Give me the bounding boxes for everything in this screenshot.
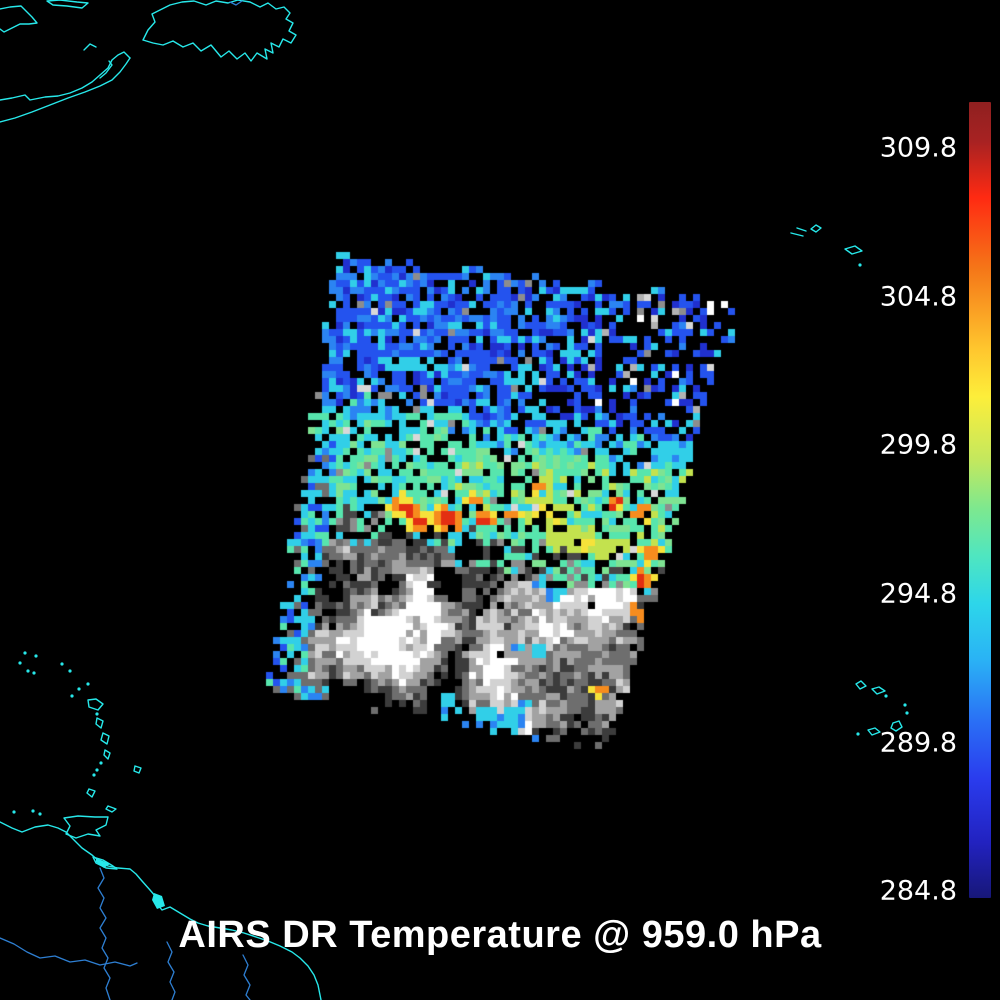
colorbar-tick-label: 304.8 [879, 281, 957, 313]
coastline-path [105, 805, 117, 813]
island-dot [86, 682, 90, 686]
coastline-path [867, 727, 881, 736]
island-dot [32, 671, 36, 675]
island-dot [884, 694, 888, 698]
island-dot [34, 654, 38, 658]
coastline-path [844, 245, 863, 255]
island-dot [903, 703, 907, 707]
coastline-path [63, 815, 109, 839]
coastline-path [103, 749, 111, 760]
colorbar-tick-label: 289.8 [879, 727, 957, 759]
coastline-path [0, 57, 131, 123]
country-border-path [0, 937, 138, 967]
coastline-path [95, 717, 104, 729]
coastline-path [790, 232, 804, 237]
coastline-path [0, 51, 131, 101]
coastline-path [810, 224, 822, 233]
country-border-path [242, 954, 251, 1000]
coastline-path [855, 680, 867, 690]
island-dot [905, 711, 909, 715]
coast-fill-patch [152, 893, 165, 909]
island-dot [23, 651, 27, 655]
island-dot [858, 263, 862, 267]
coastline-path [83, 43, 97, 51]
coastline-path [46, 0, 89, 9]
island-dot [856, 732, 860, 736]
coastline-path [100, 732, 110, 745]
coastline-path [86, 788, 96, 798]
island-dot [95, 712, 99, 716]
coast-fill-patch [96, 858, 110, 868]
island-dot [77, 687, 81, 691]
colorbar-tick-label: 284.8 [879, 875, 957, 907]
coastline-path [890, 720, 903, 732]
coastline-path [142, 0, 297, 62]
colorbar-gradient [969, 102, 991, 898]
island-dot [92, 773, 96, 777]
island-dot [38, 812, 42, 816]
island-dot [12, 810, 16, 814]
coastline-path [871, 686, 886, 695]
colorbar-tick-label: 309.8 [879, 132, 957, 164]
colorbar-tick-label: 294.8 [879, 578, 957, 610]
plot-title: AIRS DR Temperature @ 959.0 hPa [178, 914, 822, 956]
country-border-path [97, 867, 111, 1000]
island-dot [95, 768, 99, 772]
island-dot [99, 761, 103, 765]
island-dot [60, 662, 64, 666]
coastline-path [99, 60, 113, 79]
coastline-path [0, 821, 322, 1000]
island-dot [26, 669, 30, 673]
island-dot [18, 661, 22, 665]
coastline-path [92, 856, 118, 870]
coastline-path [796, 227, 807, 232]
country-border-path [166, 941, 176, 1000]
coastline-path [0, 5, 38, 33]
colorbar-tick-label: 299.8 [879, 429, 957, 461]
coastline-path [87, 698, 104, 711]
country-border-path [229, 0, 243, 6]
island-dot [70, 694, 74, 698]
island-dot [31, 809, 35, 813]
island-dot [68, 669, 72, 673]
coastline-path [133, 765, 142, 774]
